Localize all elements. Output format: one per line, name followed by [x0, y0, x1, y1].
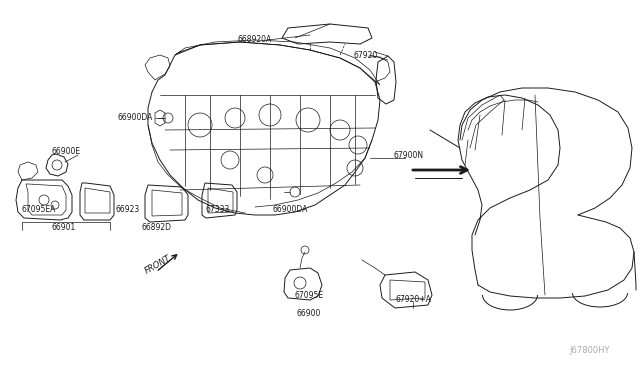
- Text: 67900N: 67900N: [393, 151, 423, 160]
- Text: 67095E: 67095E: [294, 291, 324, 299]
- Text: 66900E: 66900E: [52, 148, 81, 157]
- Text: J67800HY: J67800HY: [570, 346, 610, 355]
- Text: 66901: 66901: [52, 224, 76, 232]
- Text: 66900DA: 66900DA: [118, 113, 154, 122]
- Text: 66923: 66923: [116, 205, 140, 215]
- Text: 668920A: 668920A: [238, 35, 272, 45]
- Text: 66900DA: 66900DA: [272, 205, 308, 215]
- Text: 66900: 66900: [297, 308, 321, 317]
- Text: 66892D: 66892D: [141, 224, 171, 232]
- Text: FRONT: FRONT: [143, 254, 173, 276]
- Text: 67920+A: 67920+A: [395, 295, 431, 305]
- Text: 67095EA: 67095EA: [22, 205, 56, 215]
- Text: 67920: 67920: [353, 51, 377, 60]
- Text: 67333: 67333: [206, 205, 230, 215]
